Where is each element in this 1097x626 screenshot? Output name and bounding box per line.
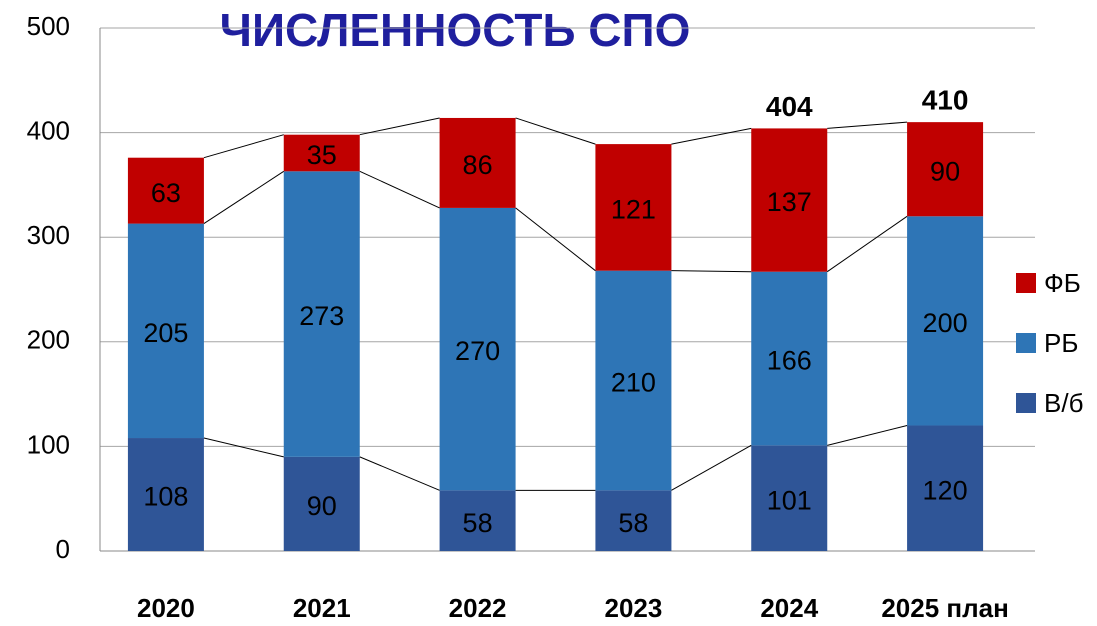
value-label: 210 [611, 368, 656, 398]
x-tick-label: 2020 [137, 593, 195, 623]
y-tick-label: 200 [27, 325, 70, 355]
bar-segment [283, 171, 360, 457]
bar-segment [907, 425, 984, 551]
value-label: 108 [143, 482, 188, 512]
y-tick-label: 300 [27, 220, 70, 250]
chart-title: ЧИСЛЕННОСТЬ СПО [220, 4, 691, 56]
bar-segment [127, 223, 204, 439]
value-label: 63 [151, 178, 181, 208]
bar-segment [907, 216, 984, 426]
series-line [827, 121, 908, 129]
value-label: 273 [299, 301, 344, 331]
total-label: 404 [766, 91, 813, 122]
value-label: 101 [767, 485, 812, 515]
x-tick-label: 2023 [604, 593, 662, 623]
value-label: 58 [463, 508, 493, 538]
legend-swatch [1016, 273, 1036, 293]
series-line [671, 127, 752, 145]
series-line [826, 215, 908, 273]
bar-segment [127, 438, 204, 551]
value-label: 200 [923, 308, 968, 338]
total-label: 410 [922, 85, 969, 116]
y-tick-label: 500 [27, 11, 70, 41]
value-label: 137 [767, 187, 812, 217]
series-line [359, 117, 440, 136]
y-tick-label: 100 [27, 429, 70, 459]
bar-segment [127, 157, 204, 224]
series-line [203, 437, 284, 458]
value-label: 90 [930, 156, 960, 186]
value-label: 35 [307, 140, 337, 170]
bar-segment [439, 490, 516, 551]
legend-label: В/б [1044, 388, 1083, 418]
bar-segment [439, 117, 516, 208]
bar-segment [751, 445, 828, 551]
value-label: 205 [143, 318, 188, 348]
bar-segment [595, 144, 672, 271]
series-line [203, 170, 285, 225]
value-label: 270 [455, 336, 500, 366]
bar-segment [595, 270, 672, 491]
series-line [671, 270, 752, 273]
series-line [515, 207, 596, 272]
legend-label: РБ [1044, 328, 1078, 358]
x-tick-label: 2024 [760, 593, 818, 623]
series-line [671, 444, 752, 491]
bar-segment [751, 128, 828, 272]
bar-segment [283, 456, 360, 551]
series-line [359, 170, 440, 209]
x-tick-label: 2025 план [881, 593, 1008, 623]
bar-segment [751, 271, 828, 446]
x-tick-label: 2021 [293, 593, 351, 623]
x-tick-label: 2022 [449, 593, 507, 623]
value-label: 166 [767, 346, 812, 376]
value-label: 86 [463, 150, 493, 180]
legend-swatch [1016, 333, 1036, 353]
series-line [515, 117, 596, 145]
y-tick-label: 0 [56, 534, 70, 564]
bar-segment [283, 134, 360, 172]
series-line [827, 424, 908, 446]
legend-swatch [1016, 393, 1036, 413]
value-label: 121 [611, 195, 656, 225]
bar-segment [907, 122, 984, 217]
value-label: 90 [307, 491, 337, 521]
series-line [203, 134, 284, 159]
value-label: 58 [618, 508, 648, 538]
y-tick-label: 400 [27, 115, 70, 145]
bar-segment [595, 490, 672, 551]
legend-label: ФБ [1044, 268, 1081, 298]
series-line [359, 456, 440, 491]
value-label: 120 [923, 475, 968, 505]
bar-segment [439, 207, 516, 491]
